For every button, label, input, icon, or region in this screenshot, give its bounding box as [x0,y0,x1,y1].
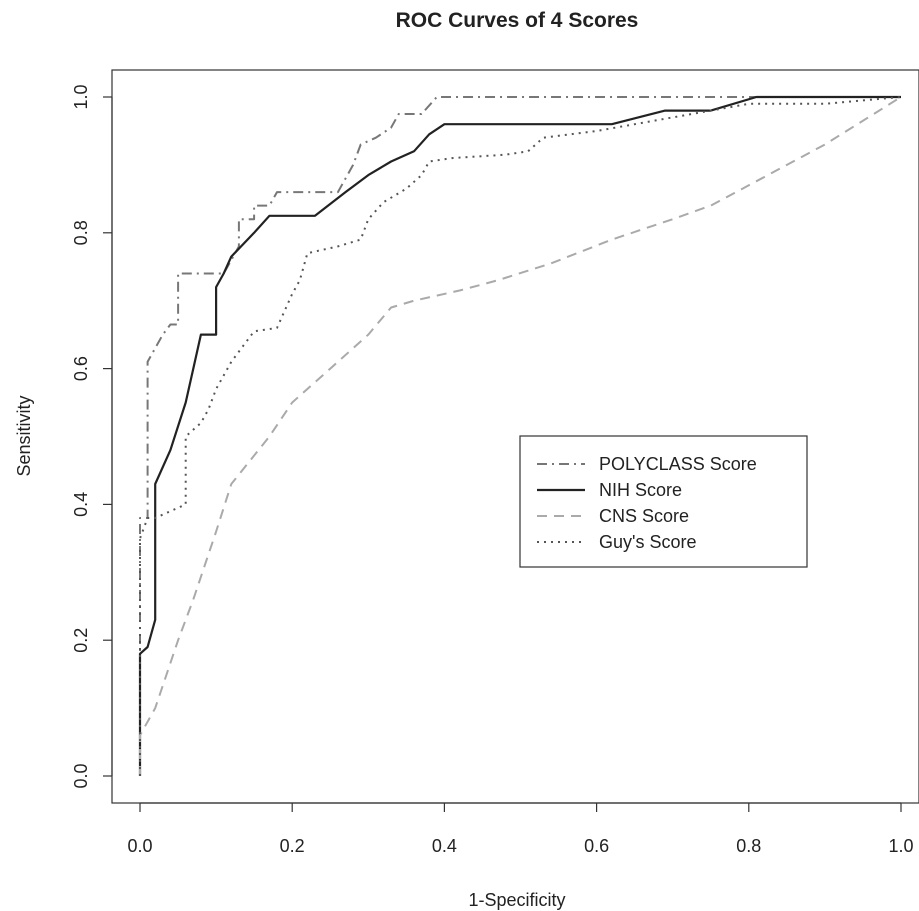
legend: POLYCLASS Score NIH Score CNS Score Guy's S… [519,435,808,568]
x-tick-label: 0.2 [280,836,305,856]
series-line-nih-score [138,95,901,776]
y-axis-label: Sensitivity [14,395,34,476]
chart-title: ROC Curves of 4 Scores [396,9,639,32]
series-layer [138,95,902,776]
x-tick-label: 0.6 [584,836,609,856]
y-tick-label: 0.0 [71,763,91,788]
legend-label: Guy's Score [599,532,696,552]
y-axis: 0.0 0.2 0.4 0.6 0.8 1.0 [71,84,113,789]
y-tick-label: 0.2 [71,628,91,653]
legend-label: POLYCLASS Score [599,454,757,474]
x-tick-label: 1.0 [888,836,913,856]
series-line-cns-score [139,96,902,776]
legend-box [519,435,808,568]
x-axis-label: 1-Specificity [468,890,565,910]
x-tick-label: 0.4 [432,836,457,856]
legend-label: CNS Score [599,506,689,526]
x-axis: 0.0 0.2 0.4 0.6 0.8 1.0 [127,802,914,856]
y-tick-label: 0.4 [71,492,91,517]
x-tick-label: 0.0 [127,836,152,856]
y-tick-label: 0.8 [71,220,91,245]
series-line-guy-s-score [139,96,902,776]
legend-label: NIH Score [599,480,682,500]
x-tick-label: 0.8 [736,836,761,856]
y-tick-label: 0.6 [71,356,91,381]
series-line-polyclass-score [139,96,901,776]
y-tick-label: 1.0 [71,84,91,109]
